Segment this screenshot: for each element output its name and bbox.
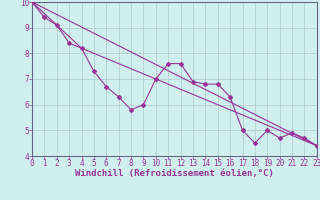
X-axis label: Windchill (Refroidissement éolien,°C): Windchill (Refroidissement éolien,°C) xyxy=(75,169,274,178)
